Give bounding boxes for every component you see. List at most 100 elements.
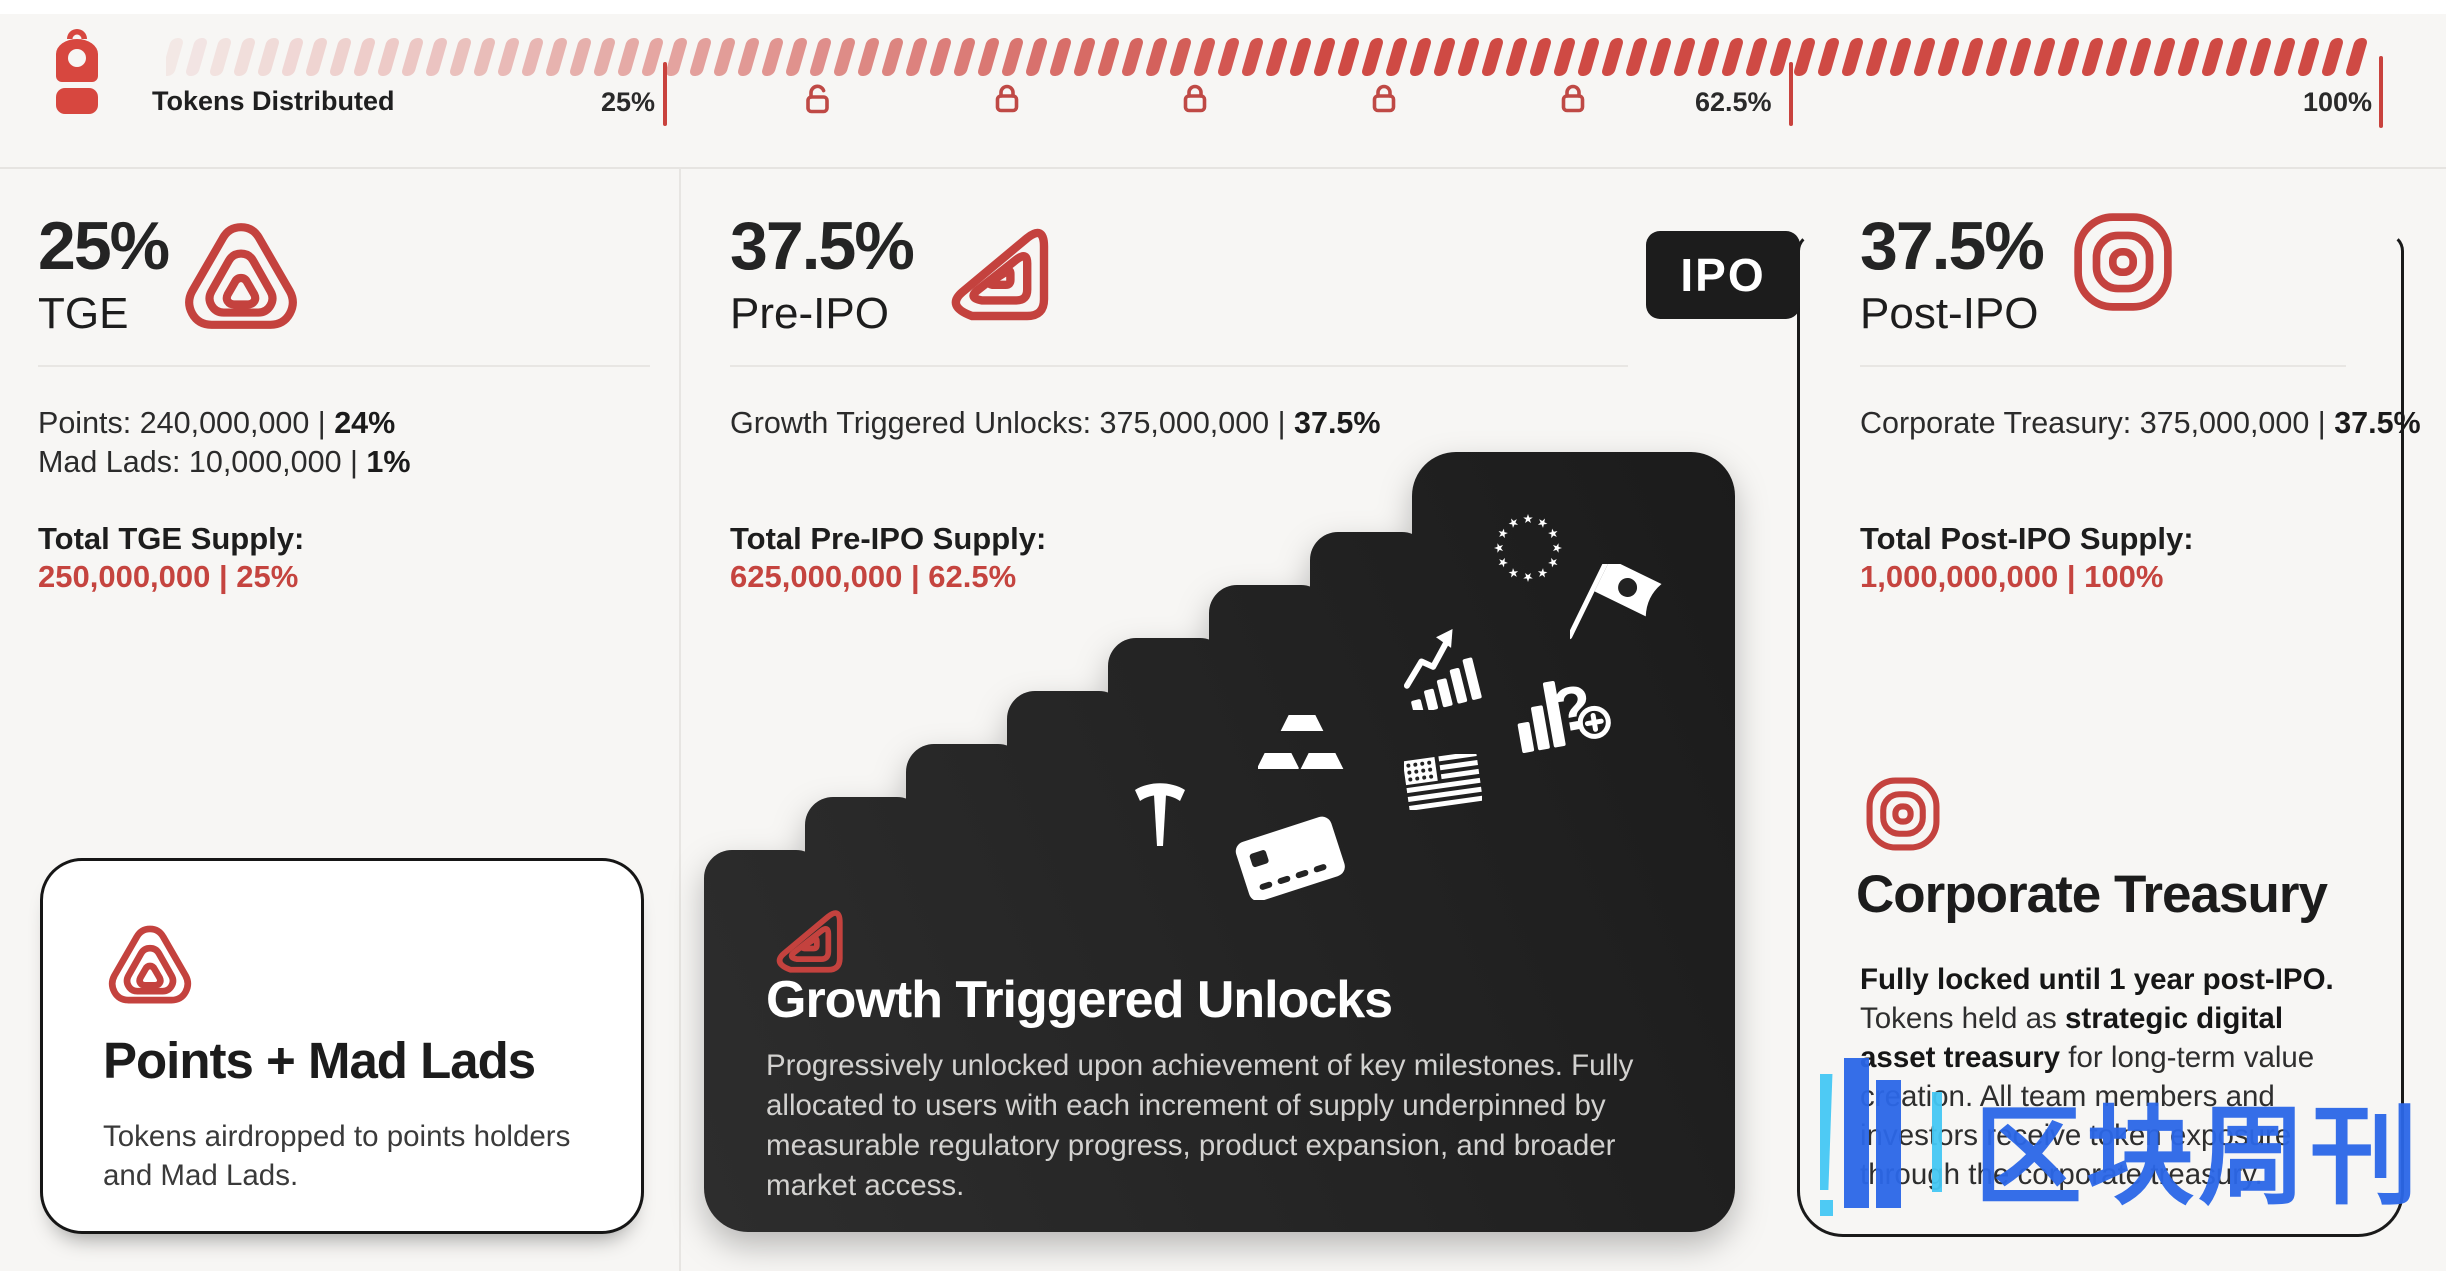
tge-triangle-icon <box>185 223 297 329</box>
uncertainty-question-icon: ? <box>1517 672 1611 753</box>
progress-dash <box>1072 38 1097 76</box>
distribution-progress-bar <box>166 38 2384 78</box>
progress-dash <box>1024 38 1049 76</box>
preipo-divider <box>730 365 1628 367</box>
progress-dash <box>640 38 665 76</box>
progress-dash <box>1456 38 1481 76</box>
preipo-total-label: Total Pre-IPO Supply: <box>730 521 1047 556</box>
triangle-icon <box>108 925 192 1004</box>
progress-dash <box>424 38 449 76</box>
progress-dash <box>1576 38 1601 76</box>
progress-dash <box>2248 38 2273 76</box>
stair-step <box>1209 585 1329 1232</box>
preipo-percent: 37.5% <box>730 208 915 284</box>
progress-dash <box>1720 38 1745 76</box>
ipo-badge: IPO <box>1646 231 1800 319</box>
bar-title: Tokens Distributed <box>152 86 395 116</box>
progress-dash <box>1696 38 1721 76</box>
growth-unlocks-title: Growth Triggered Unlocks <box>766 971 1393 1029</box>
lock-icon <box>1372 84 1396 113</box>
progress-dash <box>2056 38 2081 76</box>
progress-dash <box>784 38 809 76</box>
progress-dash <box>1000 38 1025 76</box>
progress-dash <box>1816 38 1841 76</box>
progress-dash <box>1360 38 1385 76</box>
postipo-row: Corporate Treasury: 375,000,000 | 37.5% <box>1860 406 2421 440</box>
credit-card-icon <box>1235 816 1345 900</box>
postipo-total-value: 1,000,000,000 | 100% <box>1860 559 2164 594</box>
progress-dash <box>1240 38 1265 76</box>
progress-dash <box>2296 38 2321 76</box>
progress-dash <box>2104 38 2129 76</box>
progress-dash <box>1048 38 1073 76</box>
distribution-topbar: Tokens Distributed 25% 62.5% 100% <box>0 0 2446 169</box>
tge-divider <box>38 365 650 367</box>
progress-dash <box>166 38 185 76</box>
postipo-divider <box>1860 365 2346 367</box>
progress-dash <box>1264 38 1289 76</box>
progress-dash <box>520 38 545 76</box>
watermark-logo-icon <box>1820 1058 1942 1216</box>
progress-dash <box>2080 38 2105 76</box>
progress-dash <box>544 38 569 76</box>
growth-unlocks-card: ? <box>704 452 1735 1232</box>
tge-label: TGE <box>38 289 129 338</box>
progress-dash <box>2032 38 2057 76</box>
progress-dash <box>2176 38 2201 76</box>
marker-62-label: 62.5% <box>1695 87 1772 117</box>
postipo-percent: 37.5% <box>1860 208 2045 284</box>
progress-dash <box>1840 38 1865 76</box>
post-ipo-card <box>1797 233 2404 1237</box>
progress-dash <box>832 38 857 76</box>
progress-dash <box>880 38 905 76</box>
progress-dash <box>1936 38 1961 76</box>
progress-dash <box>472 38 497 76</box>
progress-dash <box>1144 38 1169 76</box>
lock-icon <box>1561 84 1585 113</box>
top-white-strip <box>0 0 2446 14</box>
progress-dash <box>280 38 305 76</box>
progress-dash <box>2200 38 2225 76</box>
progress-dash <box>856 38 881 76</box>
open-lock-icon <box>806 84 829 114</box>
progress-dash <box>256 38 281 76</box>
progress-dash <box>352 38 377 76</box>
progress-dash <box>1336 38 1361 76</box>
card-title: Points + Mad Lads <box>103 1032 536 1089</box>
tge-percent: 25% <box>38 208 170 284</box>
progress-dash <box>232 38 257 76</box>
stair-step <box>906 744 1026 1232</box>
marker-25-label: 25% <box>600 87 655 117</box>
preipo-wedge-icon <box>951 228 1049 321</box>
treasury-body: Fully locked until 1 year post-IPO. Toke… <box>1860 963 2334 1191</box>
stair-top-column <box>1412 452 1735 1232</box>
progress-dash <box>1312 38 1337 76</box>
backpack-icon <box>56 29 98 114</box>
points-madlads-card: Points + Mad Lads Tokens airdropped to p… <box>40 858 644 1234</box>
tge-breakdown: Points: 240,000,000 | 24% Mad Lads: 10,0… <box>38 404 411 482</box>
progress-dash <box>2224 38 2249 76</box>
progress-dash <box>712 38 737 76</box>
postipo-label: Post-IPO <box>1860 289 2039 338</box>
progress-dash <box>1552 38 1577 76</box>
treasury-rings-icon <box>1866 777 1940 851</box>
progress-dash <box>1096 38 1121 76</box>
progress-dash <box>1744 38 1769 76</box>
progress-dash <box>1912 38 1937 76</box>
progress-dash <box>1888 38 1913 76</box>
card-body: Tokens airdropped to points holders and … <box>103 1120 571 1192</box>
progress-dash <box>1648 38 1673 76</box>
progress-dash <box>592 38 617 76</box>
tesla-logo-icon <box>1135 783 1185 846</box>
postipo-rings-icon <box>2074 213 2172 311</box>
progress-dash <box>400 38 425 76</box>
progress-dash <box>1864 38 1889 76</box>
progress-dash <box>184 38 209 76</box>
progress-dash <box>904 38 929 76</box>
lock-icon <box>995 84 1019 113</box>
marker-100-label: 100% <box>2302 87 2372 117</box>
tick-25 <box>663 62 667 126</box>
us-flag-icon <box>1404 754 1482 810</box>
watermark-text: 区块周刊 <box>1974 1095 2423 1220</box>
column-divider <box>679 169 681 1271</box>
